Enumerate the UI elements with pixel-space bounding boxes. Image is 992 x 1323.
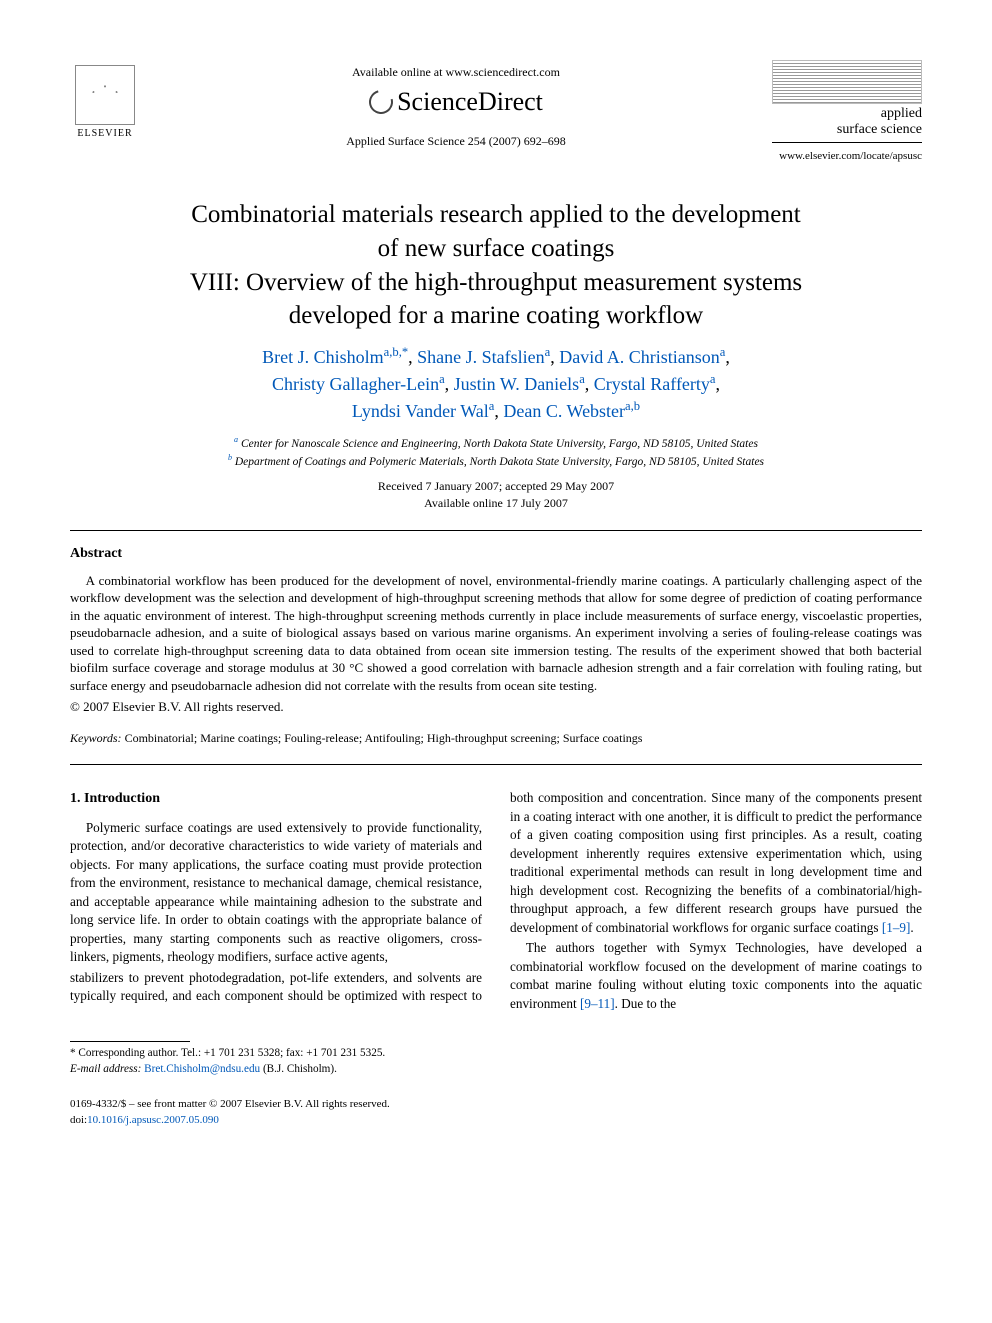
page-footer: 0169-4332/$ – see front matter © 2007 El…: [70, 1097, 922, 1128]
sciencedirect-text: ScienceDirect: [397, 84, 543, 119]
elsevier-logo: ELSEVIER: [70, 60, 140, 140]
abstract-paragraph: A combinatorial workflow has been produc…: [70, 572, 922, 695]
keywords-line: Keywords: Combinatorial; Marine coatings…: [70, 730, 922, 746]
keywords-text: Combinatorial; Marine coatings; Fouling-…: [125, 731, 643, 745]
author-name: Crystal Rafferty: [594, 374, 710, 394]
elsevier-tree-icon: [75, 65, 135, 125]
abstract-top-rule: [70, 530, 922, 531]
author-aff: a: [439, 372, 445, 386]
author-name: Bret J. Chisholm: [262, 347, 384, 367]
title-block: Combinatorial materials research applied…: [70, 198, 922, 512]
title-line2: of new surface coatings: [378, 235, 615, 262]
author-link[interactable]: Christy Gallagher-Lein: [272, 374, 439, 394]
doi-line: doi:10.1016/j.apsusc.2007.05.090: [70, 1113, 922, 1128]
email-label: E-mail address:: [70, 1063, 141, 1075]
article-page: ELSEVIER Available online at www.science…: [0, 0, 992, 1168]
journal-cover-icon: [772, 60, 922, 104]
center-header: Available online at www.sciencedirect.co…: [140, 60, 772, 149]
doi-label: doi:: [70, 1114, 87, 1126]
footnote-rule: [70, 1041, 190, 1042]
title-line4: developed for a marine coating workflow: [289, 302, 703, 329]
author-aff: a: [720, 345, 726, 359]
sciencedirect-swirl-icon: [365, 85, 398, 118]
author-name: Justin W. Daniels: [454, 374, 580, 394]
available-online-text: Available online at www.sciencedirect.co…: [140, 64, 772, 80]
abstract-text: A combinatorial workflow has been produc…: [70, 572, 922, 695]
section-heading: 1. Introduction: [70, 789, 482, 809]
abstract-bottom-rule: [70, 764, 922, 765]
citation-line: Applied Surface Science 254 (2007) 692–6…: [140, 133, 772, 149]
abstract-heading: Abstract: [70, 545, 922, 564]
affiliation-b: Department of Coatings and Polymeric Mat…: [235, 456, 764, 468]
author-name: David A. Christianson: [559, 347, 720, 367]
author-link[interactable]: David A. Christianson: [559, 347, 720, 367]
page-header: ELSEVIER Available online at www.science…: [70, 60, 922, 164]
body-text: . Due to the: [615, 996, 677, 1011]
ref-link[interactable]: [1–9]: [882, 920, 911, 935]
affiliations: a Center for Nanoscale Science and Engin…: [70, 434, 922, 470]
author-link[interactable]: Lyndsi Vander Wal: [352, 401, 489, 421]
affiliation-a: Center for Nanoscale Science and Enginee…: [241, 438, 758, 450]
author-name: Lyndsi Vander Wal: [352, 401, 489, 421]
email-link[interactable]: Bret.Chisholm@ndsu.edu: [144, 1063, 260, 1075]
author-name: Shane J. Stafslien: [417, 347, 545, 367]
journal-url[interactable]: www.elsevier.com/locate/apsusc: [772, 149, 922, 164]
body-paragraph: Polymeric surface coatings are used exte…: [70, 819, 482, 967]
title-line3: VIII: Overview of the high-throughput me…: [190, 269, 802, 296]
author-link[interactable]: Crystal Rafferty: [594, 374, 710, 394]
body-text: The authors together with Symyx Technolo…: [510, 940, 922, 1010]
body-paragraph: The authors together with Symyx Technolo…: [510, 939, 922, 1013]
article-body: 1. Introduction Polymeric surface coatin…: [70, 789, 922, 1013]
abstract-section: Abstract A combinatorial workflow has be…: [70, 545, 922, 746]
author-link[interactable]: Shane J. Stafslien: [417, 347, 545, 367]
author-aff: a,b,: [384, 345, 402, 359]
article-title: Combinatorial materials research applied…: [70, 198, 922, 333]
journal-logo-block: applied surface science www.elsevier.com…: [772, 60, 922, 164]
author-aff: a: [710, 372, 716, 386]
journal-rule: [772, 142, 922, 143]
doi-link[interactable]: 10.1016/j.apsusc.2007.05.090: [87, 1114, 219, 1126]
author-name: Dean C. Webster: [503, 401, 625, 421]
author-aff: a: [579, 372, 585, 386]
author-list: Bret J. Chisholma,b,*, Shane J. Stafslie…: [70, 343, 922, 424]
author-link[interactable]: Bret J. Chisholm: [262, 347, 384, 367]
article-dates: Received 7 January 2007; accepted 29 May…: [70, 478, 922, 512]
author-aff: a: [545, 345, 551, 359]
ref-link[interactable]: [9–11]: [580, 996, 615, 1011]
sciencedirect-logo: ScienceDirect: [369, 84, 543, 119]
publisher-name: ELSEVIER: [77, 127, 132, 141]
email-attribution: (B.J. Chisholm).: [263, 1063, 337, 1075]
author-link[interactable]: Dean C. Webster: [503, 401, 625, 421]
email-footnote: E-mail address: Bret.Chisholm@ndsu.edu (…: [70, 1062, 479, 1078]
title-line1: Combinatorial materials research applied…: [191, 201, 801, 228]
corr-star-icon[interactable]: *: [402, 345, 408, 359]
front-matter-line: 0169-4332/$ – see front matter © 2007 El…: [70, 1097, 922, 1112]
author-name: Christy Gallagher-Lein: [272, 374, 439, 394]
journal-name-line2: surface science: [772, 122, 922, 138]
author-aff: a: [489, 399, 495, 413]
copyright-line: © 2007 Elsevier B.V. All rights reserved…: [70, 698, 922, 716]
journal-name-line1: applied: [772, 106, 922, 122]
received-date: Received 7 January 2007; accepted 29 May…: [378, 479, 614, 493]
footnotes: * Corresponding author. Tel.: +1 701 231…: [70, 1041, 479, 1077]
author-link[interactable]: Justin W. Daniels: [454, 374, 580, 394]
keywords-label: Keywords:: [70, 731, 122, 745]
online-date: Available online 17 July 2007: [424, 496, 568, 510]
author-aff: a,b: [625, 399, 640, 413]
corresponding-author-footnote: * Corresponding author. Tel.: +1 701 231…: [70, 1046, 479, 1062]
